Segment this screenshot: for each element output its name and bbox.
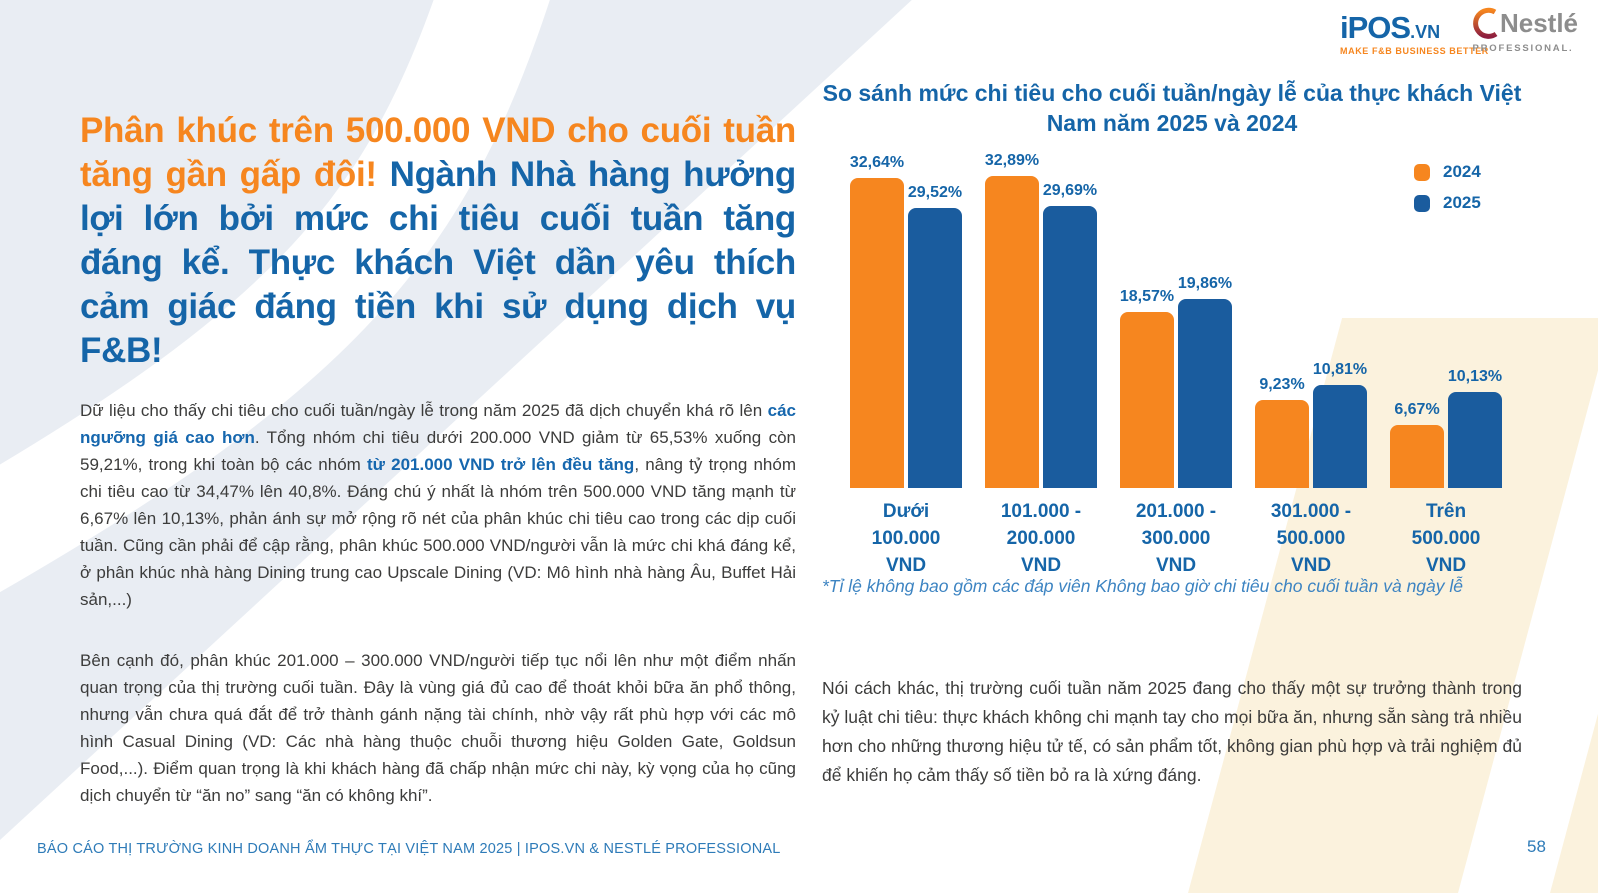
bar-value-label: 29,69% — [1042, 182, 1098, 199]
legend-swatch-2025 — [1414, 194, 1430, 212]
x-axis-label: 201.000 - 300.000 VND — [1135, 501, 1217, 576]
x-axis-label: Trên 500.000 VND — [1411, 501, 1481, 576]
nestle-professional-label: PROFESSIONAL. — [1472, 43, 1574, 54]
page-title-orange: Phân khúc trên 500.000 VND cho cuối tuần… — [80, 111, 796, 194]
ipos-tagline: MAKE F&B BUSINESS BETTER — [1340, 46, 1489, 56]
paragraph1-text: , nâng tỷ trọng nhóm chi tiêu cao từ 34,… — [80, 455, 797, 609]
bar-value-label: 19,86% — [1177, 275, 1233, 292]
legend-item-2025: 2025 — [1414, 193, 1481, 213]
bar-2024: 18,57% — [1120, 288, 1174, 488]
paragraph1-highlight-2: từ 201.000 VND trở lên đều tăng — [366, 455, 635, 474]
chart-legend: 2024 2025 — [1414, 162, 1481, 213]
bar-value-label: 6,67% — [1394, 401, 1440, 418]
bar-2024: 32,64% — [850, 154, 904, 488]
legend-label-2025: 2025 — [1443, 193, 1481, 212]
bar-chart: 32,64% 29,52% 32,89% 29,69% 18,57% 19,86… — [850, 148, 1510, 488]
x-axis-label: 301.000 - 500.000 VND — [1270, 501, 1352, 576]
footer-report-title: BÁO CÁO THỊ TRƯỜNG KINH DOANH ẨM THỰC TẠ… — [37, 841, 781, 857]
legend-swatch-2024 — [1414, 163, 1430, 181]
x-axis-label: 101.000 - 200.000 VND — [1000, 501, 1082, 576]
page-title: Phân khúc trên 500.000 VND cho cuối tuần… — [80, 109, 796, 373]
ipos-name: iPOS — [1340, 10, 1411, 45]
page-title-blue: Ngành Nhà hàng hưởng lợi lớn bởi mức chi… — [80, 155, 796, 370]
bar-group-over-500k: 6,67% 10,13% — [1390, 368, 1502, 488]
chart-title: So sánh mức chi tiêu cho cuối tuần/ngày … — [822, 80, 1522, 136]
bar-value-label: 10,13% — [1447, 368, 1503, 385]
paragraph1-text: Dữ liệu cho thấy chi tiêu cho cuối tuần/… — [80, 401, 768, 420]
legend-label-2024: 2024 — [1443, 162, 1481, 181]
bar-value-label: 9,23% — [1259, 376, 1305, 393]
bar-2025: 19,86% — [1178, 275, 1232, 488]
bar-2025: 10,81% — [1313, 361, 1367, 488]
bar-value-label: 32,64% — [849, 154, 905, 171]
nestle-logo: Nestlé PROFESSIONAL. — [1458, 6, 1588, 54]
bar-value-label: 32,89% — [984, 152, 1040, 169]
bar-group-201k-300k: 18,57% 19,86% — [1120, 275, 1232, 488]
bar-2025: 29,69% — [1043, 182, 1097, 488]
ipos-tld: .VN — [1410, 22, 1441, 42]
bar-group-301k-500k: 9,23% 10,81% — [1255, 361, 1367, 488]
bar-value-label: 29,52% — [907, 184, 963, 201]
paragraph1-highlight-1: các ngưỡng giá cao hơn — [80, 401, 796, 447]
paragraph1-text: . Tổng nhóm chi tiêu dưới 200.000 VND gi… — [80, 428, 796, 474]
body-paragraph-3: Nói cách khác, thị trường cuối tuần năm … — [822, 677, 1522, 785]
bar-2025: 29,52% — [908, 184, 962, 488]
background-swoosh — [0, 0, 550, 593]
body-paragraph-2: Bên cạnh đó, phân khúc 201.000 – 300.000… — [80, 651, 796, 805]
bar-2024: 32,89% — [985, 152, 1039, 488]
bar-value-label: 10,81% — [1312, 361, 1368, 378]
bar-2025: 10,13% — [1448, 368, 1502, 488]
bar-2024: 6,67% — [1390, 401, 1444, 488]
ipos-logo: iPOS.VN MAKE F&B BUSINESS BETTER — [1340, 12, 1489, 56]
nestle-swirl-icon — [1473, 7, 1498, 39]
body-paragraph-1: Dữ liệu cho thấy chi tiêu cho cuối tuần/… — [80, 397, 796, 613]
x-axis-label: Dưới 100.000 VND — [871, 501, 941, 576]
bar-value-label: 18,57% — [1119, 288, 1175, 305]
legend-item-2024: 2024 — [1414, 162, 1481, 182]
bar-group-under-100k: 32,64% 29,52% — [850, 154, 962, 488]
ipos-wordmark: iPOS.VN — [1340, 12, 1489, 43]
bar-2024: 9,23% — [1255, 376, 1309, 488]
page-number: 58 — [1527, 837, 1546, 856]
nestle-wordmark: Nestlé — [1499, 8, 1579, 38]
chart-x-axis: Dưới 100.000 VND 101.000 - 200.000 VND 2… — [850, 498, 1510, 579]
chart-footnote: *Tỉ lệ không bao gồm các đáp viên Không … — [822, 576, 1463, 596]
bar-group-101k-200k: 32,89% 29,69% — [985, 152, 1097, 488]
